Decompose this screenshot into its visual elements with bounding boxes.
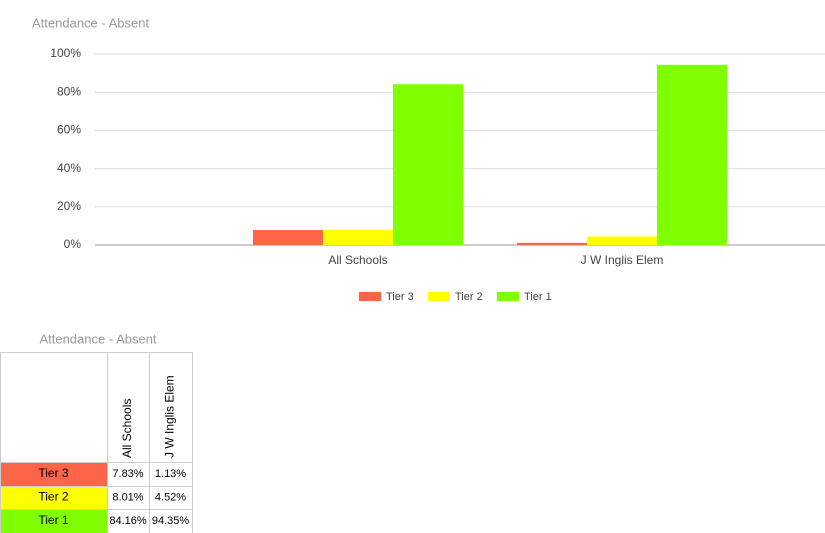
legend-label: Tier 1 [524,291,552,303]
bar [517,242,587,245]
table-title: Attendance - Absent [39,331,156,346]
y-tick-label: 60% [57,123,81,137]
row-header-label: Tier 3 [38,466,69,480]
table-value: 84.16% [109,515,147,527]
bar [393,84,463,246]
column-header-label: All Schools [120,399,134,458]
column-header [149,352,193,463]
table-value: 8.01% [112,491,143,503]
y-tick-label: 20% [57,199,81,213]
bar [253,230,323,245]
table-corner [0,352,108,463]
legend-swatch [359,292,381,301]
table-value: 4.52% [155,491,186,503]
legend-swatch [428,292,450,301]
table-cell [149,462,193,487]
y-tick-label: 40% [57,161,81,175]
table-value: 7.83% [112,468,143,480]
y-tick-label: 0% [64,237,82,251]
y-tick-label: 80% [57,84,81,98]
chart-title: Attendance - Absent [32,15,149,30]
table-value: 1.13% [155,468,186,480]
legend-label: Tier 3 [386,291,414,303]
bar [657,64,727,245]
x-tick-label: J W Inglis Elem [581,253,664,267]
bar [323,229,393,245]
legend-swatch [497,292,519,301]
row-header-label: Tier 1 [38,513,69,527]
table-value: 94.35% [152,515,190,527]
column-header-label: J W Inglis Elem [163,375,177,458]
y-tick-label: 100% [50,46,81,60]
row-header-label: Tier 2 [38,490,69,504]
x-tick-label: All Schools [328,253,387,267]
bar [587,236,657,245]
table-cell [149,509,193,533]
legend-label: Tier 2 [455,291,483,303]
